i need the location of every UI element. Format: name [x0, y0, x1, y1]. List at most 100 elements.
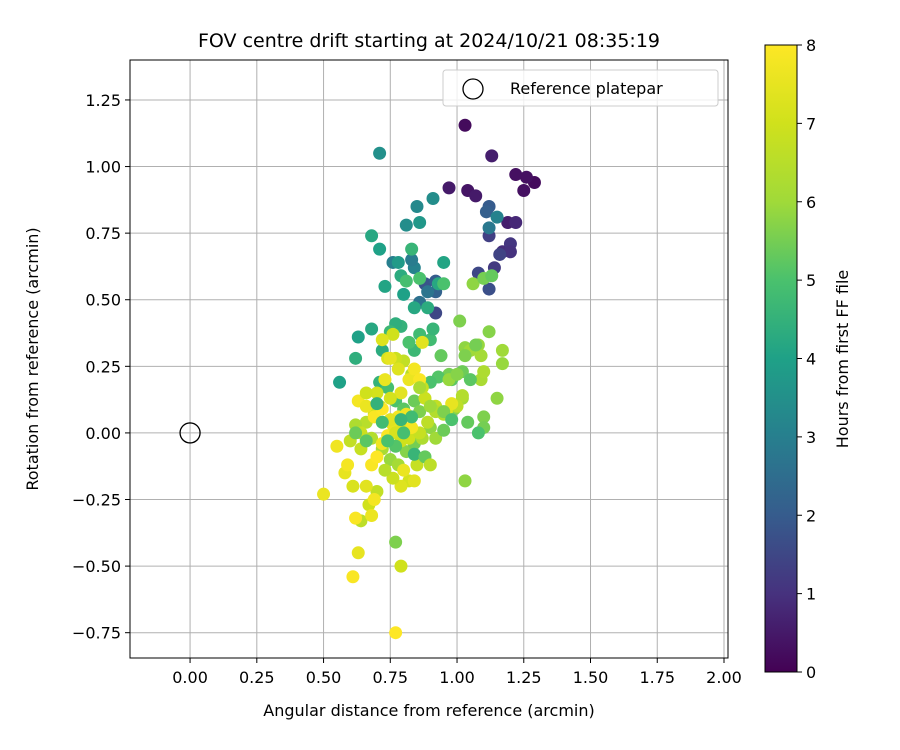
scatter-point — [378, 279, 392, 293]
scatter-point — [453, 314, 467, 328]
scatter-point — [442, 181, 456, 195]
scatter-point — [386, 327, 400, 341]
scatter-point — [434, 349, 448, 363]
scatter-point — [469, 189, 483, 203]
scatter-point — [509, 168, 523, 182]
data-points — [317, 118, 541, 640]
colorbar-tick-label: 5 — [806, 271, 816, 290]
scatter-point — [389, 626, 403, 640]
scatter-point — [445, 397, 459, 411]
x-tick-label: 1.75 — [639, 668, 675, 687]
colorbar-tick-label: 0 — [806, 663, 816, 682]
scatter-point — [399, 218, 413, 232]
x-tick-label: 1.25 — [506, 668, 542, 687]
y-tick-label: 0.50 — [85, 291, 121, 310]
chart-title: FOV centre drift starting at 2024/10/21 … — [198, 30, 660, 52]
scatter-point — [482, 221, 496, 235]
scatter-point — [479, 205, 493, 219]
scatter-point — [351, 546, 365, 560]
scatter-point — [410, 200, 424, 214]
scatter-point — [485, 269, 499, 283]
y-tick-label: −0.75 — [72, 624, 121, 643]
scatter-point — [373, 146, 387, 160]
scatter-point — [359, 399, 373, 413]
x-tick-label: 1.50 — [573, 668, 609, 687]
scatter-point — [413, 271, 427, 285]
scatter-point — [519, 170, 533, 184]
colorbar-tick-label: 3 — [806, 428, 816, 447]
scatter-point — [477, 410, 491, 424]
scatter-point — [445, 413, 459, 427]
scatter-point — [375, 415, 389, 429]
scatter-point — [407, 394, 421, 408]
x-tick-label: 0.00 — [172, 668, 208, 687]
scatter-point — [405, 253, 419, 267]
scatter-point — [429, 431, 443, 445]
scatter-point — [458, 349, 472, 363]
scatter-point — [367, 493, 381, 507]
scatter-point — [397, 426, 411, 440]
scatter-point — [450, 367, 464, 381]
scatter-point — [346, 570, 360, 584]
scatter-point — [391, 255, 405, 269]
colorbar-tick-label: 8 — [806, 36, 816, 55]
x-axis: 0.00 0.25 0.50 0.75 1.00 1.25 1.50 1.75 2.00 — [172, 658, 742, 687]
scatter-point — [437, 405, 451, 419]
colorbar-gradient — [764, 44, 798, 673]
colorbar-title: Hours from first FF file — [833, 270, 852, 449]
y-axis: −0.75 −0.50 −0.25 0.00 0.25 0.50 0.75 1.00 1.25 — [72, 91, 130, 643]
scatter-point — [383, 351, 397, 365]
scatter-point — [477, 365, 491, 379]
reference-marker — [179, 422, 201, 444]
colorbar-ticks: 0 1 2 3 4 5 6 7 8 — [797, 36, 816, 682]
colorbar: 0 1 2 3 4 5 6 7 8 Hours from first FF file — [764, 36, 852, 682]
scatter-point — [437, 277, 451, 291]
colorbar-tick-label: 7 — [806, 114, 816, 133]
scatter-point — [394, 413, 408, 427]
scatter-point — [397, 463, 411, 477]
scatter-point — [458, 474, 472, 488]
scatter-point — [349, 351, 363, 365]
x-tick-label: 0.25 — [239, 668, 275, 687]
scatter-point — [503, 245, 517, 259]
scatter-point — [482, 282, 496, 296]
scatter-point — [407, 362, 421, 376]
y-tick-label: −0.25 — [72, 491, 121, 510]
legend-marker-icon — [462, 78, 484, 100]
legend-label: Reference platepar — [510, 79, 663, 98]
legend: Reference platepar — [442, 69, 719, 107]
scatter-point — [413, 215, 427, 229]
scatter-point — [495, 343, 509, 357]
scatter-point — [474, 349, 488, 363]
scatter-point — [423, 458, 437, 472]
scatter-point — [405, 410, 419, 424]
scatter-point — [490, 210, 504, 224]
scatter-point — [317, 487, 331, 501]
x-tick-label: 2.00 — [706, 668, 742, 687]
scatter-point — [437, 255, 451, 269]
colorbar-tick-label: 4 — [806, 350, 816, 369]
x-tick-label: 1.00 — [439, 668, 475, 687]
scatter-point — [381, 434, 395, 448]
scatter-point — [421, 415, 435, 429]
y-tick-label: −0.50 — [72, 557, 121, 576]
colorbar-tick-label: 2 — [806, 506, 816, 525]
x-tick-label: 0.75 — [372, 668, 408, 687]
scatter-point — [455, 389, 469, 403]
scatter-point — [389, 535, 403, 549]
scatter-point — [495, 357, 509, 371]
scatter-point — [373, 242, 387, 256]
scatter-point — [399, 274, 413, 288]
scatter-point — [351, 330, 365, 344]
y-tick-label: 0.00 — [85, 424, 121, 443]
scatter-point — [359, 434, 373, 448]
scatter-point — [386, 471, 400, 485]
plot-frame — [129, 59, 729, 659]
scatter-point — [394, 479, 408, 493]
scatter-point — [375, 333, 389, 347]
scatter-point — [485, 149, 499, 163]
scatter-point — [391, 362, 405, 376]
scatter-point — [333, 375, 347, 389]
scatter-point — [346, 479, 360, 493]
